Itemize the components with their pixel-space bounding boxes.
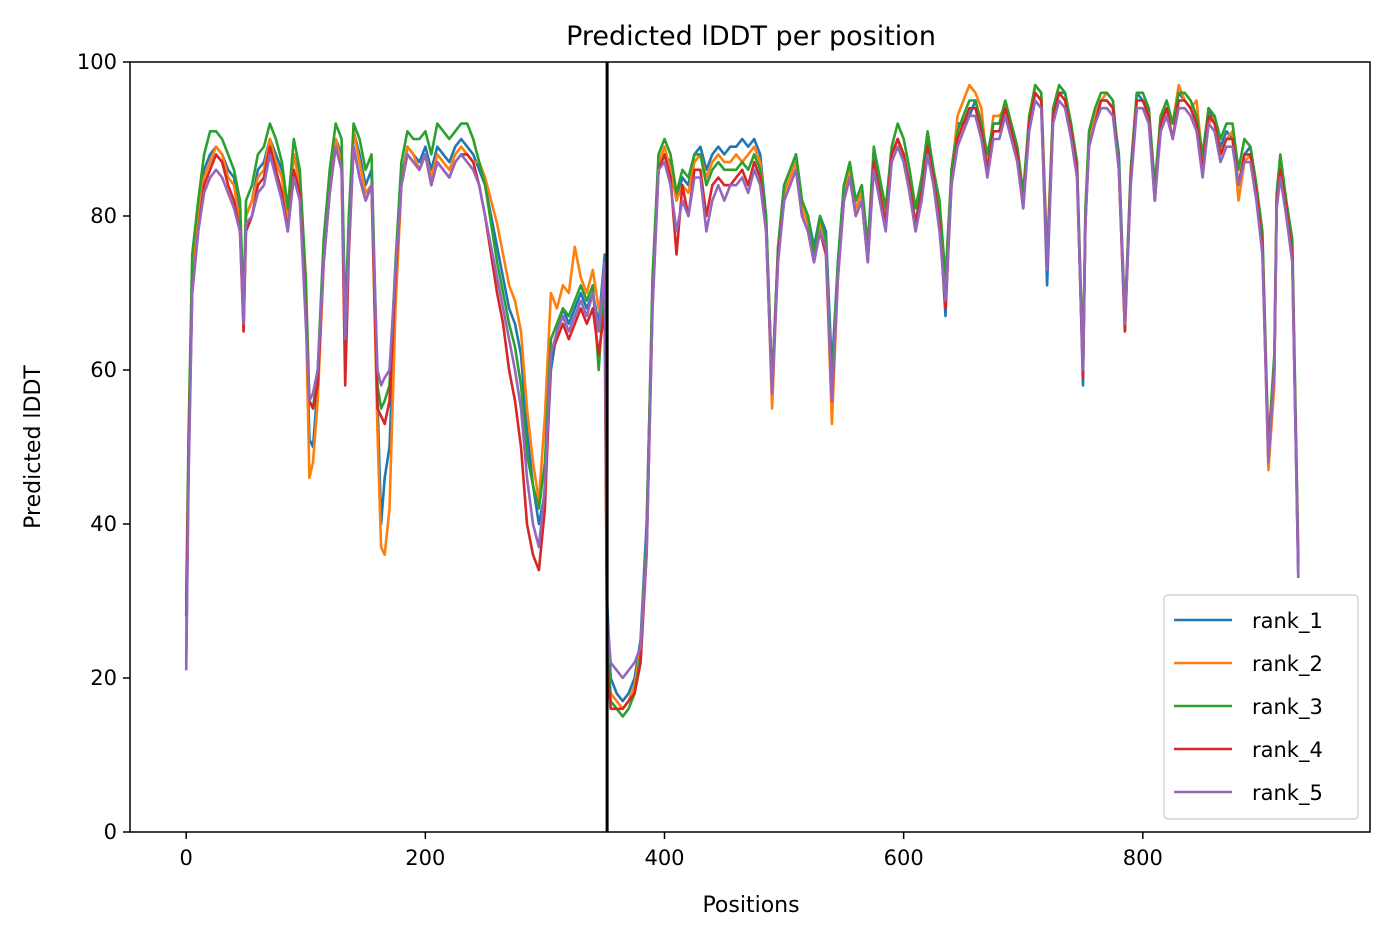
series-lines	[184, 83, 1300, 718]
x-tick-label: 400	[644, 846, 684, 870]
plot-frame	[129, 61, 1371, 833]
series-line-rank_5	[184, 99, 1300, 680]
legend-label-rank_4: rank_4	[1252, 738, 1323, 763]
x-tick-label: 0	[180, 846, 193, 870]
y-tick-label: 100	[77, 50, 117, 74]
y-tick-label: 0	[104, 820, 117, 844]
legend-label-rank_1: rank_1	[1252, 609, 1323, 634]
legend: rank_1 rank_2 rank_3 rank_4 rank_5	[1163, 594, 1359, 820]
x-tick-label: 600	[884, 846, 924, 870]
legend-label-rank_2: rank_2	[1252, 652, 1323, 677]
x-tick-label: 800	[1123, 846, 1163, 870]
series-line-rank_3	[184, 83, 1300, 718]
y-tick-label: 40	[90, 512, 117, 536]
x-axis-ticks: 0 200 400 600 800	[180, 832, 1163, 870]
y-tick-label: 80	[90, 204, 117, 228]
legend-box	[1163, 594, 1359, 820]
y-axis-title: Predicted lDDT	[21, 365, 46, 529]
y-axis-ticks: 0 20 40 60 80 100	[77, 50, 130, 844]
y-tick-label: 60	[90, 358, 117, 382]
x-tick-label: 200	[405, 846, 445, 870]
chart-title: Predicted lDDT per position	[566, 21, 936, 52]
legend-label-rank_5: rank_5	[1252, 781, 1323, 806]
y-tick-label: 20	[90, 666, 117, 690]
legend-label-rank_3: rank_3	[1252, 695, 1323, 720]
x-axis-title: Positions	[702, 893, 799, 918]
